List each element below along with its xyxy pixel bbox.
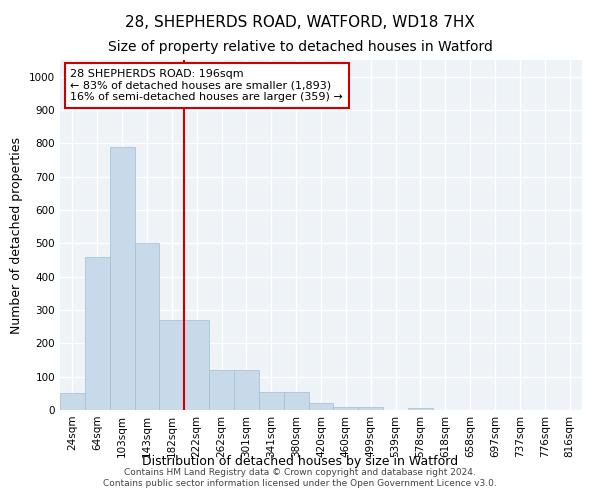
Bar [60,394,85,410]
Bar [209,370,234,410]
Bar [408,408,433,410]
Bar [284,392,308,410]
Bar [184,320,209,410]
Bar [358,406,383,410]
Bar [110,146,134,410]
Text: 28 SHEPHERDS ROAD: 196sqm
← 83% of detached houses are smaller (1,893)
16% of se: 28 SHEPHERDS ROAD: 196sqm ← 83% of detac… [70,69,343,102]
Bar [134,244,160,410]
Bar [308,404,334,410]
Bar [334,406,358,410]
Text: Distribution of detached houses by size in Watford: Distribution of detached houses by size … [142,455,458,468]
Text: Size of property relative to detached houses in Watford: Size of property relative to detached ho… [107,40,493,54]
Y-axis label: Number of detached properties: Number of detached properties [10,136,23,334]
Text: Contains HM Land Registry data © Crown copyright and database right 2024.
Contai: Contains HM Land Registry data © Crown c… [103,468,497,487]
Bar [85,256,110,410]
Bar [259,392,284,410]
Text: 28, SHEPHERDS ROAD, WATFORD, WD18 7HX: 28, SHEPHERDS ROAD, WATFORD, WD18 7HX [125,15,475,30]
Bar [234,370,259,410]
Bar [160,320,184,410]
